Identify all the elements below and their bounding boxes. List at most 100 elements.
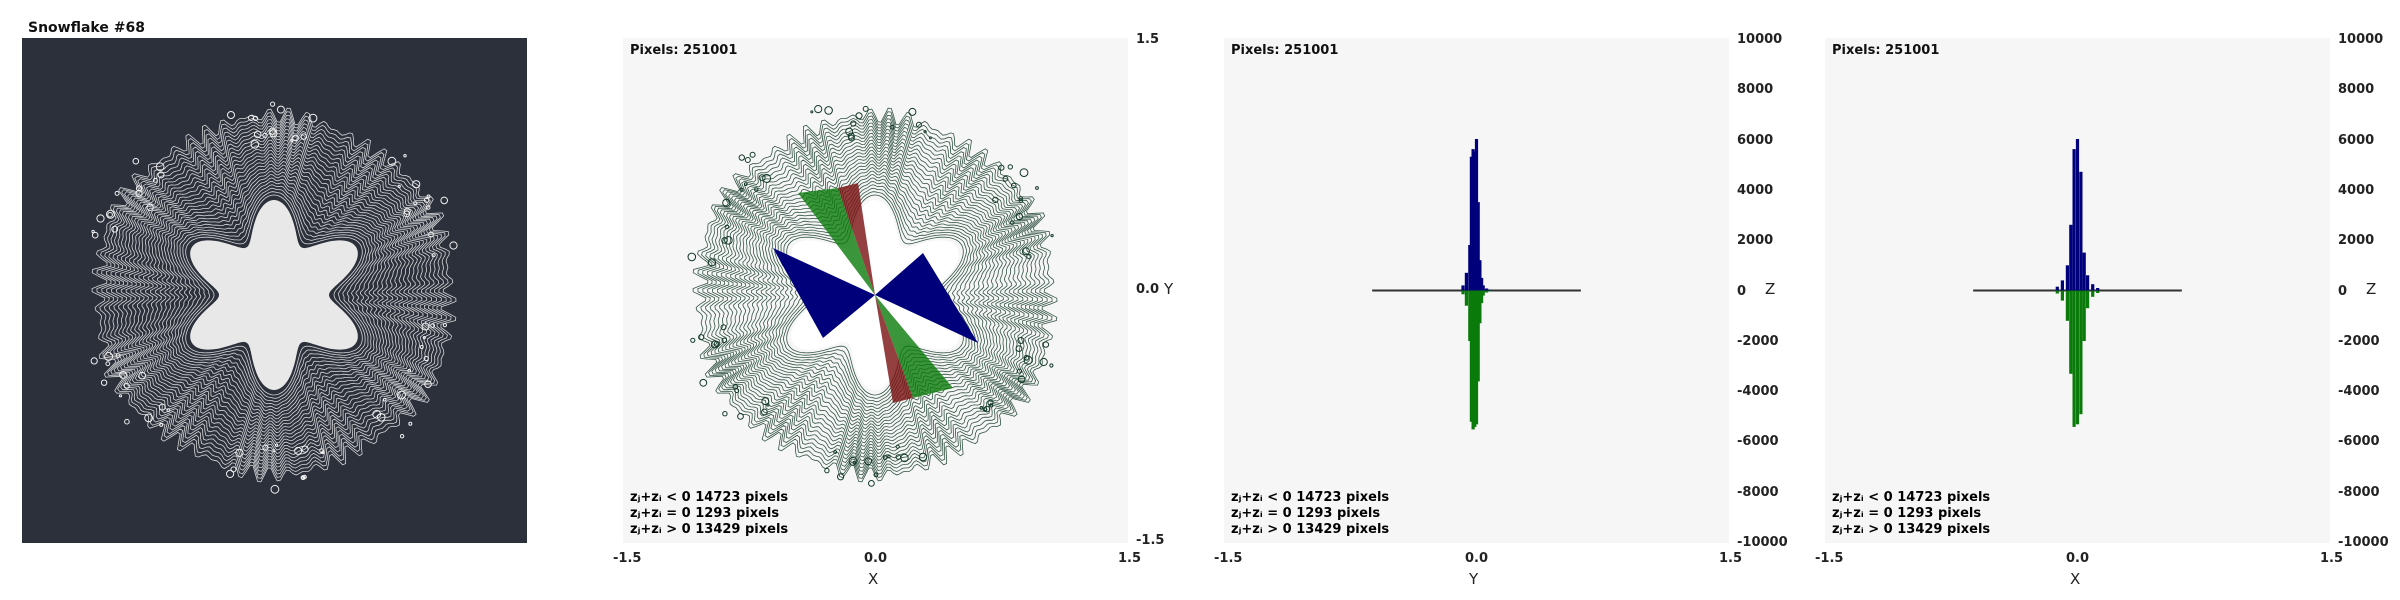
- z-tick-label: 2000: [1737, 233, 1773, 248]
- x-tick-label: -1.5: [1815, 551, 1843, 566]
- legend-positive: zⱼ+zᵢ > 0 13429 pixels: [1231, 522, 1389, 537]
- snowflake-fringe: [231, 467, 236, 472]
- z-tick-label: 6000: [2338, 133, 2374, 148]
- z-tick-label: 2000: [2338, 233, 2374, 248]
- pixel-count: Pixels: 251001: [630, 43, 737, 58]
- z-tick-label: 8000: [1737, 82, 1773, 97]
- snowflake-fringe: [414, 202, 417, 205]
- snowflake-fringe: [1008, 165, 1012, 169]
- snowflake-fringe: [106, 362, 110, 366]
- bar-positive: [2091, 284, 2094, 290]
- snowflake-fringe: [273, 450, 275, 452]
- snowflake-fringe: [1040, 358, 1047, 365]
- z-tick-label: 4000: [2338, 183, 2374, 198]
- z-tick-label: -10000: [2338, 535, 2389, 550]
- bar-negative: [2096, 291, 2099, 294]
- snowflake-fringe: [909, 108, 916, 115]
- snowflake-fringe: [815, 106, 822, 113]
- snowflake-fringe: [450, 242, 457, 249]
- pixel-count: Pixels: 251001: [1231, 43, 1338, 58]
- snowflake-fringe: [228, 112, 235, 119]
- z-tick-label: -4000: [2338, 384, 2380, 399]
- bar-positive: [2076, 139, 2079, 291]
- z-tick-label: 0: [1737, 284, 1746, 299]
- snowflake-fringe: [744, 183, 747, 186]
- snowflake-fringe: [408, 369, 411, 372]
- z-tick-label: 6000: [1737, 133, 1773, 148]
- snowflake-fringe: [738, 414, 744, 420]
- snowflake-fringe: [404, 155, 406, 157]
- snowflake-fringe: [271, 485, 279, 493]
- snowflake-fringe: [431, 324, 435, 328]
- snowflake-fringe: [888, 455, 890, 457]
- z-tick-label: -2000: [1737, 334, 1779, 349]
- bar-negative: [2076, 291, 2079, 425]
- bar-negative: [2056, 291, 2059, 294]
- snowflake-fringe: [688, 253, 696, 261]
- z-tick-label: 4000: [1737, 183, 1773, 198]
- z-tick-label: -10000: [1737, 535, 1788, 550]
- y-tick-label: 1.5: [1136, 32, 1159, 47]
- yz-plot: Pixels: 251001 zⱼ+zᵢ < 0 14723 pixels zⱼ…: [1224, 38, 1729, 543]
- snowflake-fringe: [1036, 187, 1039, 190]
- z-tick-label: -8000: [2338, 485, 2380, 500]
- x-axis-label: X: [868, 570, 878, 588]
- bar-negative: [1465, 291, 1468, 306]
- window-title: Snowflake #68: [28, 20, 145, 36]
- x-tick-label: 1.5: [2320, 551, 2343, 566]
- y-tick-label: 0.0: [1136, 282, 1159, 297]
- snowflake-fringe: [91, 358, 97, 364]
- bar-positive: [2086, 275, 2089, 290]
- snowflake-fringe: [108, 212, 113, 217]
- snowflake-fringe: [739, 155, 744, 160]
- snowflake-fringe: [1051, 235, 1053, 237]
- bar-negative: [2073, 291, 2076, 427]
- z-tick-label: -8000: [1737, 485, 1779, 500]
- snowflake-fringe: [301, 134, 306, 139]
- snowflake-fringe: [767, 404, 769, 406]
- legend-positive: zⱼ+zᵢ > 0 13429 pixels: [1832, 522, 1990, 537]
- snowflake-fringe: [1050, 364, 1053, 367]
- bar-positive: [2061, 280, 2064, 290]
- xz-plot-drawing: [1825, 38, 2330, 543]
- bar-negative: [2086, 291, 2089, 309]
- legend-zero: zⱼ+zᵢ = 0 1293 pixels: [630, 506, 779, 521]
- snowflake-fringe: [811, 111, 813, 113]
- snowflake-fringe: [700, 379, 707, 386]
- snowflake-fringe: [745, 158, 750, 163]
- snowflake-fringe: [750, 152, 755, 157]
- legend-negative: zⱼ+zᵢ < 0 14723 pixels: [1231, 490, 1389, 505]
- snowflake-fringe: [825, 107, 833, 115]
- x-tick-label: -1.5: [613, 551, 641, 566]
- x-tick-label: 1.5: [1719, 551, 1742, 566]
- z-tick-label: 10000: [1737, 32, 1782, 47]
- bar-positive: [2066, 265, 2069, 290]
- bar-positive: [1461, 285, 1464, 290]
- bar-negative: [2083, 291, 2086, 342]
- z-tick-label: -4000: [1737, 384, 1779, 399]
- bar-negative: [1461, 291, 1464, 295]
- bar-negative: [2091, 291, 2094, 297]
- snowflake-fringe: [441, 197, 448, 204]
- snowflake-fringe: [271, 102, 275, 106]
- snowflake-fringe: [420, 346, 423, 349]
- snowflake-fringe: [443, 324, 446, 327]
- legend-negative: zⱼ+zᵢ < 0 14723 pixels: [630, 490, 788, 505]
- snowflake-fringe: [249, 116, 254, 121]
- snowflake-render: [22, 38, 527, 543]
- snowflake-fringe: [699, 335, 704, 340]
- snowflake-fringe: [398, 185, 400, 187]
- legend-negative: zⱼ+zᵢ < 0 14723 pixels: [1832, 490, 1990, 505]
- snowflake-fringe: [97, 215, 104, 222]
- snowflake-fringe: [856, 113, 862, 119]
- x-tick-label: 0.0: [1465, 551, 1488, 566]
- snowflake-fringe: [92, 232, 98, 238]
- z-tick-label: -2000: [2338, 334, 2380, 349]
- bar-positive: [2073, 149, 2076, 290]
- snowflake-fringe: [1043, 342, 1048, 347]
- bar-positive: [2056, 287, 2059, 291]
- z-tick-label: 0: [2338, 284, 2347, 299]
- bar-positive: [1485, 289, 1488, 291]
- legend-zero: zⱼ+zᵢ = 0 1293 pixels: [1231, 506, 1380, 521]
- snowflake-fringe: [722, 338, 727, 343]
